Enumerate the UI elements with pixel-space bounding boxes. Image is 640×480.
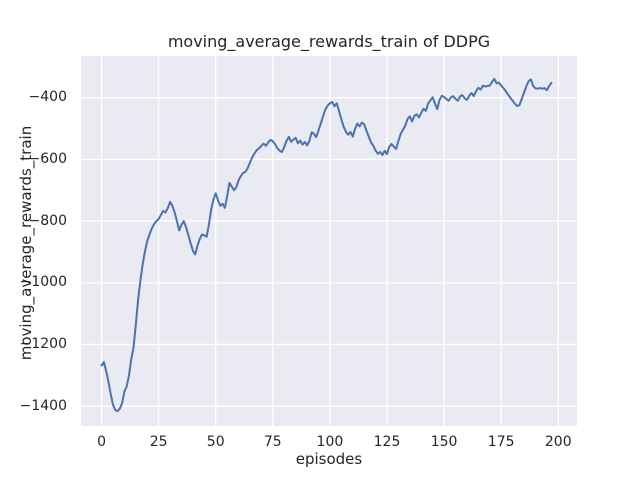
series-line — [100, 77, 553, 413]
plot-area — [81, 56, 577, 426]
y-tick-label: −1200 — [19, 336, 67, 353]
x-tick-label: 150 — [430, 434, 458, 450]
x-axis-label: episodes — [295, 450, 363, 468]
x-tick-label: 100 — [316, 434, 344, 450]
y-tick-label: −1000 — [19, 274, 67, 291]
plot-canvas — [81, 56, 577, 426]
x-tick-label: 200 — [544, 434, 572, 450]
x-tick-label: 0 — [97, 434, 106, 450]
y-tick-label: −800 — [28, 212, 67, 229]
x-tick-label: 75 — [263, 434, 282, 450]
y-tick-label: −1400 — [19, 397, 67, 414]
x-tick-label: 125 — [373, 434, 401, 450]
x-tick-label: 175 — [487, 434, 515, 450]
chart-title: moving_average_rewards_train of DDPG — [167, 32, 491, 51]
y-tick-label: −600 — [28, 150, 67, 167]
y-tick-label: −400 — [28, 89, 67, 106]
x-tick-label: 50 — [206, 434, 225, 450]
x-tick-label: 25 — [149, 434, 168, 450]
